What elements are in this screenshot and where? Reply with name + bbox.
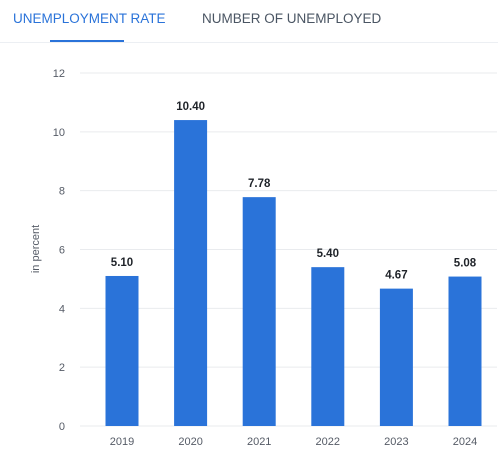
data-label-2020: 10.40 <box>176 101 205 113</box>
bar-2023[interactable] <box>379 288 413 426</box>
data-label-2021: 7.78 <box>248 178 271 190</box>
tab-unemployment-rate[interactable]: UNEMPLOYMENT RATE <box>13 11 166 26</box>
y-tick-label: 0 <box>59 421 65 433</box>
tab-number-of-unemployed[interactable]: NUMBER OF UNEMPLOYED <box>202 11 382 26</box>
x-tick-label-2020: 2020 <box>178 436 202 448</box>
y-tick-label: 2 <box>59 362 65 374</box>
bar-2020[interactable] <box>174 120 208 427</box>
x-tick-label-2022: 2022 <box>316 436 340 448</box>
data-label-2019: 5.10 <box>111 257 133 269</box>
data-labels: 5.10 10.40 7.78 5.40 4.67 5.08 <box>111 101 477 282</box>
tab-bar: UNEMPLOYMENT RATE NUMBER OF UNEMPLOYED <box>0 0 498 43</box>
x-tick-label-2023: 2023 <box>384 436 408 448</box>
y-tick-label: 4 <box>59 303 65 315</box>
bar-2022[interactable] <box>311 267 345 426</box>
y-tick-label: 6 <box>59 245 65 257</box>
y-axis-ticks: 0 2 4 6 8 10 12 <box>53 68 65 433</box>
y-tick-label: 10 <box>53 127 65 139</box>
data-label-2023: 4.67 <box>385 270 407 282</box>
y-axis-title: in percent <box>30 224 42 274</box>
active-tab-indicator <box>50 40 124 42</box>
x-axis-ticks: 2019 2020 2021 2022 2023 2024 <box>110 436 477 448</box>
bar-2024[interactable] <box>448 276 482 426</box>
bar-2019[interactable] <box>105 275 139 426</box>
data-label-2024: 5.08 <box>454 258 477 270</box>
data-label-2022: 5.40 <box>317 248 339 260</box>
y-tick-label: 12 <box>53 68 65 80</box>
x-tick-label-2019: 2019 <box>110 436 134 448</box>
gridlines <box>80 72 497 427</box>
bars <box>105 120 482 427</box>
x-tick-label-2021: 2021 <box>247 436 271 448</box>
bar-2021[interactable] <box>242 197 276 426</box>
x-tick-label-2024: 2024 <box>453 436 477 448</box>
y-tick-label: 8 <box>59 186 65 198</box>
